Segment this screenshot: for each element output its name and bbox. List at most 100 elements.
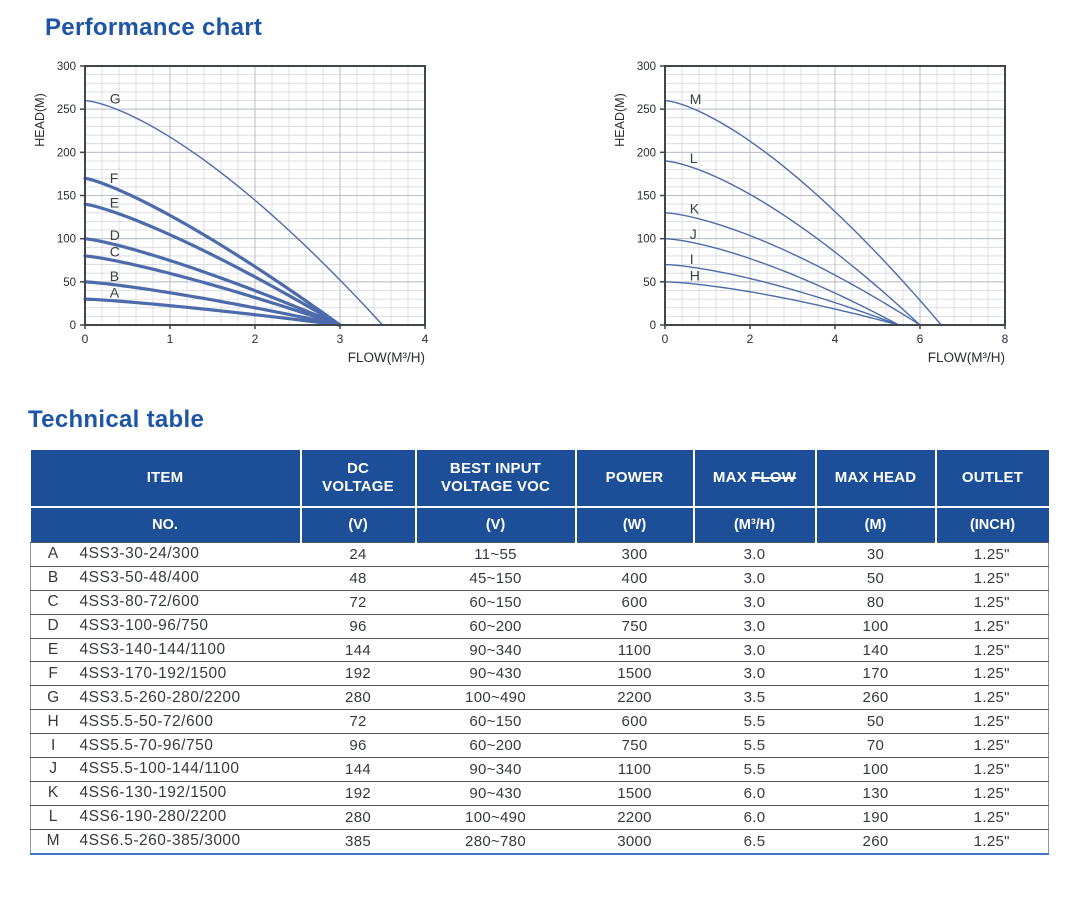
item-code: 4SS3-170-192/1500: [79, 664, 227, 682]
performance-chart-title: Performance chart: [45, 14, 263, 41]
best-input-voltage-value: 11~55: [474, 545, 517, 563]
table-row: D 4SS3-100-96/750 96 60~200 750 3.0 100 1.25": [30, 614, 1049, 638]
y-tick-label: 50: [643, 277, 656, 289]
row-letter: H: [47, 712, 59, 730]
y-tick-label: 50: [63, 277, 76, 289]
row-letter: G: [47, 688, 60, 706]
max-flow-value: 3.5: [743, 689, 766, 707]
y-tick-label: 0: [70, 320, 76, 332]
max-head-value: 50: [866, 569, 885, 587]
curve-label-J: J: [690, 226, 697, 242]
outlet-value: 1.25": [973, 784, 1010, 802]
y-tick-label: 100: [637, 234, 656, 246]
item-code: 4SS6-190-280/2200: [79, 808, 227, 826]
x-axis-label: FLOW(M³/H): [348, 350, 425, 365]
curve-A: [83, 297, 342, 327]
table-row: L 4SS6-190-280/2200 280 100~490 2200 6.0 190 1.…: [30, 805, 1049, 829]
col-header-item: ITEM: [30, 450, 301, 507]
outlet-value: 1.25": [973, 737, 1010, 755]
col-header-dc-voltage: DC VOLTAGE: [299, 450, 416, 507]
best-input-voltage-value: 90~340: [469, 760, 522, 778]
x-tick-label: 4: [422, 332, 429, 346]
max-flow-value: 6.0: [743, 808, 766, 826]
dc-voltage-value: 280: [345, 808, 371, 826]
x-axis-label: FLOW(M³/H): [928, 350, 1005, 365]
outlet-value: 1.25": [973, 569, 1010, 587]
y-tick-label: 300: [637, 61, 656, 73]
col-unit-power: (W): [574, 506, 694, 543]
max-head-value: 130: [862, 784, 889, 802]
max-flow-value: 5.5: [743, 737, 766, 755]
max-head-value: 140: [862, 641, 889, 659]
y-axis-label: HEAD(M): [33, 93, 47, 146]
max-flow-value: 3.0: [743, 593, 766, 611]
curve-label-L: L: [690, 150, 698, 166]
power-value: 2200: [617, 689, 652, 707]
dc-voltage-value: 72: [349, 713, 367, 731]
col-unit-item: NO.: [30, 506, 301, 543]
col-header-power: POWER: [574, 450, 694, 507]
power-value: 600: [621, 713, 648, 731]
curve-K: [664, 212, 921, 326]
axes: 0 50 100 150 200 250 300 0 1 2 3 4: [57, 61, 429, 346]
power-value: 1500: [617, 784, 652, 802]
max-flow-value: 6.0: [743, 784, 766, 802]
col-unit-max-flow: (M³/H): [692, 506, 816, 543]
max-flow-value: 3.0: [743, 617, 766, 635]
curve-label-E: E: [110, 194, 119, 210]
y-tick-label: 250: [637, 104, 656, 116]
best-input-voltage-value: 60~200: [469, 737, 522, 755]
power-value: 750: [621, 617, 648, 635]
table-header: ITEM DC VOLTAGE BEST INPUT VOLTAGE VOC POWE…: [30, 450, 1049, 543]
curve-M: [664, 99, 942, 326]
dc-voltage-value: 96: [349, 737, 367, 755]
outlet-value: 1.25": [973, 760, 1010, 778]
row-letter: D: [47, 617, 59, 635]
col-header-outlet: OUTLET: [934, 450, 1049, 507]
power-value: 750: [621, 737, 648, 755]
curve-I: [664, 263, 900, 326]
curve-E: [83, 202, 342, 327]
table-row: M 4SS6.5-260-385/3000 385 280~780 3000 6.5 260…: [30, 829, 1049, 853]
table-row: G 4SS3.5-260-280/2200 280 100~490 2200 3.5 260…: [30, 685, 1049, 710]
power-value: 1100: [617, 641, 652, 659]
max-head-value: 30: [866, 545, 885, 563]
row-letter: J: [49, 760, 58, 778]
dc-voltage-value: 72: [349, 593, 367, 611]
best-input-voltage-value: 90~430: [469, 784, 522, 802]
row-letter: E: [47, 641, 59, 658]
outlet-value: 1.25": [973, 593, 1010, 611]
max-head-value: 100: [862, 760, 889, 778]
item-code: 4SS3-30-24/300: [79, 545, 200, 563]
col-unit-max-head: (M): [814, 506, 936, 543]
curve-label-B: B: [110, 268, 119, 284]
outlet-value: 1.25": [973, 641, 1010, 659]
outlet-value: 1.25": [973, 665, 1010, 683]
y-tick-label: 150: [57, 191, 76, 203]
table-row: C 4SS3-80-72/600 72 60~150 600 3.0 80 1.25": [30, 590, 1049, 614]
x-tick-label: 8: [1002, 332, 1009, 346]
y-tick-label: 300: [57, 61, 76, 73]
table-row: K 4SS6-130-192/1500 192 90~430 1500 6.0 130 1.2…: [30, 781, 1049, 805]
row-letter: M: [46, 832, 60, 850]
y-tick-label: 100: [57, 234, 76, 246]
row-letter: F: [48, 664, 59, 682]
best-input-voltage-value: 45~150: [469, 569, 522, 587]
y-tick-label: 0: [650, 320, 656, 332]
outlet-value: 1.25": [973, 617, 1010, 635]
curve-B: [83, 280, 342, 327]
curve-label-F: F: [110, 170, 119, 186]
max-flow-value: 3.0: [743, 665, 766, 683]
y-axis-label: HEAD(M): [613, 93, 627, 146]
dc-voltage-value: 192: [345, 665, 371, 683]
struck-word: FLOW: [751, 469, 797, 486]
curve-label-C: C: [110, 243, 120, 259]
x-tick-label: 2: [747, 332, 754, 346]
curve-D: [83, 237, 342, 327]
item-code: 4SS3-140-144/1100: [79, 641, 226, 658]
curve-label-M: M: [690, 91, 702, 107]
